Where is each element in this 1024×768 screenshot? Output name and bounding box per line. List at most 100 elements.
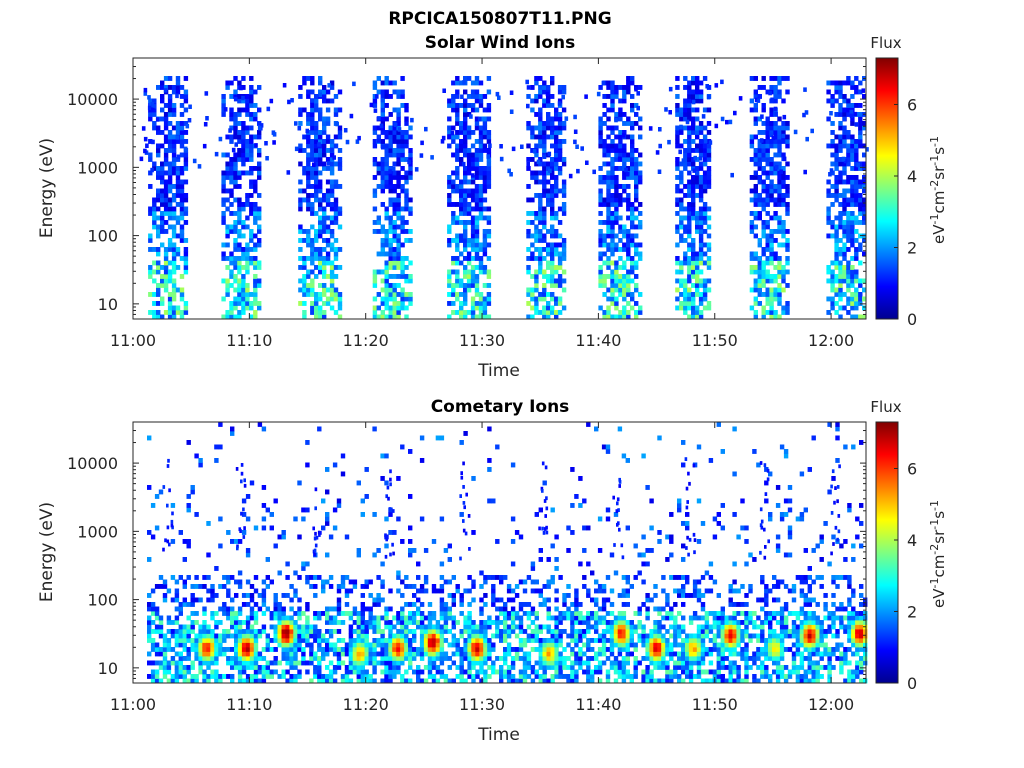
heatmap-cell [858,121,863,126]
heatmap-cell [302,134,307,140]
heatmap-cell [554,283,559,288]
heatmap-cell [451,269,456,275]
heatmap-cell [554,161,559,167]
heatmap-cell [313,651,318,657]
heatmap-cell [257,193,262,198]
heatmap-cell [163,256,169,261]
heatmap-cell [630,125,635,131]
heatmap-cell [229,116,234,122]
heatmap-cell [463,233,468,239]
heatmap-cell [332,642,338,648]
heatmap-cell [234,629,239,634]
heatmap-cell [534,211,539,216]
heatmap-cell [245,215,250,221]
heatmap-cell [396,197,401,203]
heatmap-cell [408,660,413,666]
heatmap-cell [687,89,692,95]
heatmap-cell [679,170,684,176]
heatmap-cell [695,125,700,131]
heatmap-cell [171,143,177,149]
heatmap-cell [380,453,385,459]
heatmap-cell [356,647,361,652]
heatmap-cell [862,94,867,99]
heatmap-cell [698,125,704,131]
heatmap-cell [328,584,334,589]
heatmap-cell [753,152,758,158]
heatmap-cell [221,314,226,320]
heatmap-cell [245,103,250,108]
heatmap-cell [482,269,488,275]
heatmap-cell [392,233,397,239]
heatmap-cell [626,206,631,212]
heatmap-cell [221,215,226,221]
heatmap-cell [427,629,433,634]
heatmap-cell [753,202,758,207]
heatmap-cell [550,193,555,198]
heatmap-cell [297,647,302,652]
heatmap-cell [606,85,611,90]
heatmap-cell [753,121,758,126]
heatmap-cell [830,161,835,167]
heatmap-cell [166,642,172,648]
heatmap-cell [416,606,421,612]
heatmap-cell [720,116,725,122]
heatmap-cell [249,211,254,216]
heatmap-cell [206,597,211,603]
heatmap-cell [234,611,239,616]
heatmap-cell [329,283,335,288]
heatmap-cell [459,611,464,616]
heatmap-cell [499,629,504,634]
heatmap-cell [460,94,464,99]
heatmap-cell [630,76,635,81]
heatmap-cell [554,107,559,113]
heatmap-cell [408,292,413,297]
heatmap-cell [834,161,839,167]
heatmap-cell [325,202,331,207]
heatmap-cell [634,314,639,320]
heatmap-cell [683,238,688,243]
heatmap-cell [687,292,692,297]
heatmap-cell [431,629,437,634]
heatmap-cell [166,620,172,625]
heatmap-cell [186,647,191,652]
heatmap-cell [404,179,409,185]
heatmap-cell [388,606,393,612]
heatmap-cell [538,125,543,131]
heatmap-cell [234,647,239,652]
heatmap-cell [431,615,437,621]
heatmap-cell [534,112,539,117]
heatmap-cell [561,157,567,162]
heatmap-cell [253,669,259,675]
heatmap-cell [846,233,851,239]
heatmap-cell [166,669,172,675]
heatmap-cell [467,611,472,616]
heatmap-cell [542,143,547,149]
heatmap-cell [237,215,242,221]
heatmap-cell [384,179,389,185]
heatmap-cell [526,157,531,162]
heatmap-cell [538,143,543,149]
heatmap-cell [237,197,242,203]
heatmap-cell [167,202,173,207]
heatmap-cell [499,665,504,670]
heatmap-cell [538,157,543,162]
heatmap-cell [626,197,631,203]
heatmap-cell [179,229,185,234]
heatmap-cell [190,629,195,634]
heatmap-cell [245,305,250,311]
heatmap-cell [610,94,615,99]
heatmap-cell [163,157,169,162]
heatmap-cell [325,629,330,634]
heatmap-cell [675,188,680,194]
heatmap-cell [687,314,692,320]
heatmap-cell [376,220,381,225]
heatmap-cell [447,615,452,621]
heatmap-cell [355,139,360,144]
heatmap-cell [554,175,559,180]
heatmap-cell [310,98,315,103]
heatmap-cell [638,292,643,297]
heatmap-cell [698,314,704,320]
heatmap-cell [313,638,318,643]
heatmap-cell [435,656,441,661]
heatmap-cell [419,458,425,463]
